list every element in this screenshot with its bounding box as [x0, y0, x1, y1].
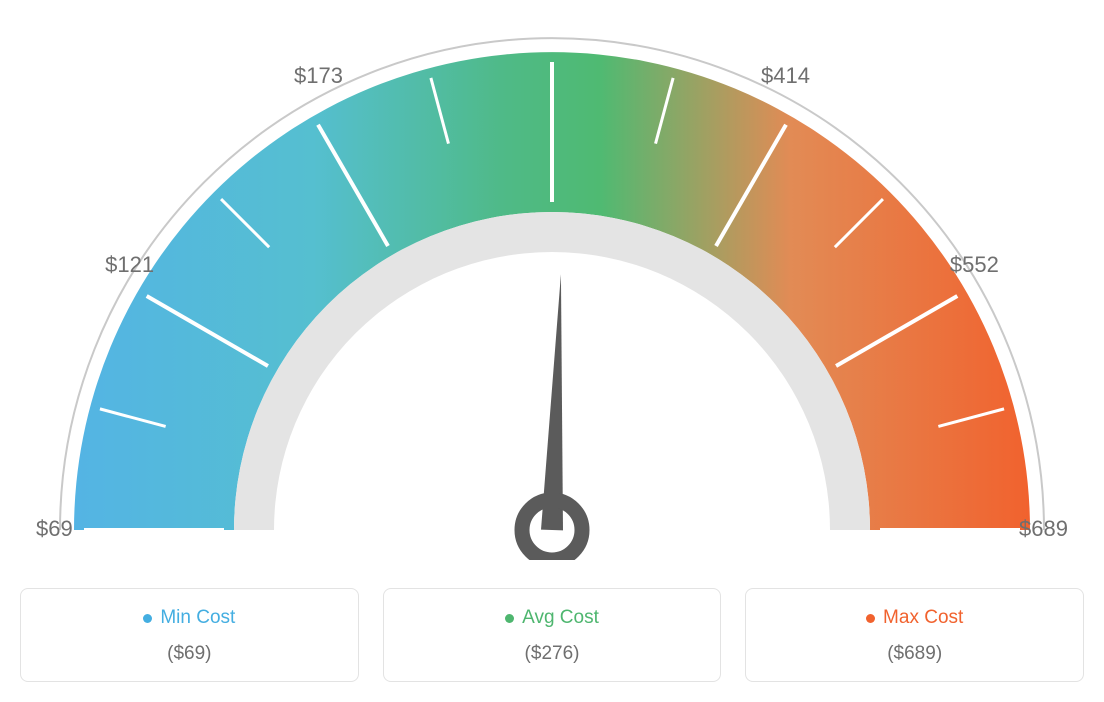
legend-label-text: Max Cost	[883, 607, 963, 629]
cost-gauge: $69$121$173$276$414$552$689	[20, 20, 1084, 560]
legend-label-text: Min Cost	[160, 607, 235, 629]
tick-label: $69	[36, 516, 73, 541]
legend-row: Min Cost ($69) Avg Cost ($276) Max Cost …	[20, 588, 1084, 682]
tick-label: $552	[950, 252, 999, 277]
legend-label: Min Cost	[143, 607, 235, 629]
legend-value: ($69)	[31, 643, 348, 665]
legend-value: ($276)	[394, 643, 711, 665]
legend-dot-icon	[505, 614, 514, 623]
tick-label: $689	[1019, 516, 1068, 541]
tick-label: $121	[105, 252, 154, 277]
gauge-svg: $69$121$173$276$414$552$689	[20, 20, 1084, 560]
gauge-needle	[541, 274, 563, 530]
tick-label: $173	[294, 63, 343, 88]
legend-card-max: Max Cost ($689)	[745, 588, 1084, 682]
legend-dot-icon	[143, 614, 152, 623]
legend-dot-icon	[866, 614, 875, 623]
legend-value: ($689)	[756, 643, 1073, 665]
legend-card-avg: Avg Cost ($276)	[383, 588, 722, 682]
legend-label-text: Avg Cost	[522, 607, 599, 629]
legend-label: Avg Cost	[505, 607, 599, 629]
legend-label: Max Cost	[866, 607, 963, 629]
tick-label: $414	[761, 63, 810, 88]
legend-card-min: Min Cost ($69)	[20, 588, 359, 682]
